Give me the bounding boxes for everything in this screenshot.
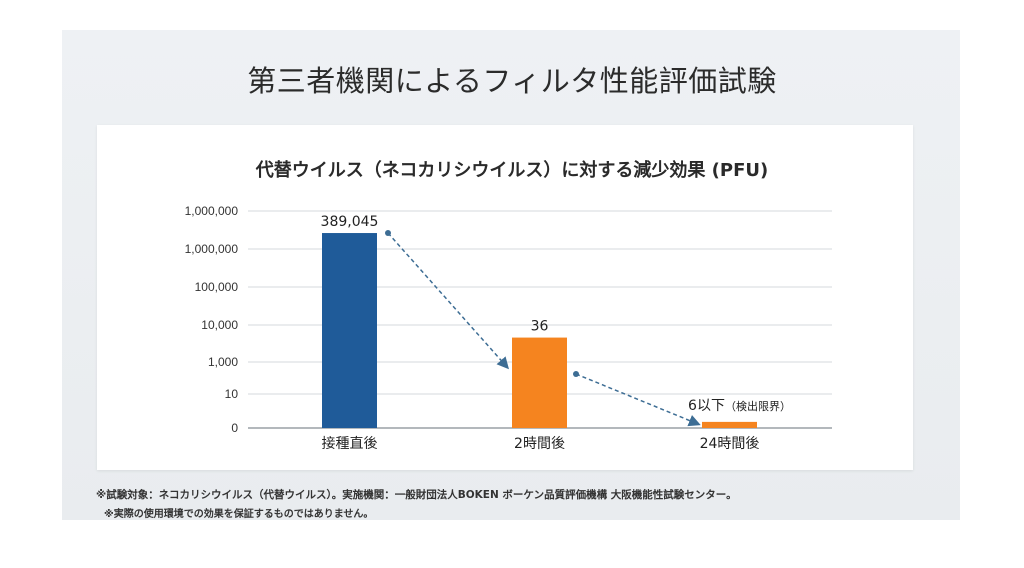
y-tick-label: 10,000: [201, 318, 238, 332]
trend-arrow: [387, 232, 509, 370]
chart-card: [97, 125, 913, 470]
y-tick-label: 1,000,000: [185, 204, 239, 218]
footnote-disclaimer: ※実際の使用環境での効果を保証するものではありません。: [104, 509, 374, 520]
data-label: 6以下（検出限界）: [688, 398, 791, 414]
data-label-note: （検出限界）: [725, 399, 791, 413]
y-tick-label: 10: [225, 387, 239, 401]
bar-2: [512, 337, 567, 428]
footnote-source: ※試験対象：ネコカリシウイルス（代替ウイルス）。実施機関：一般財団法人BOKEN…: [96, 489, 737, 501]
bar-3: [702, 421, 757, 428]
page-title: 第三者機関によるフィルタ性能評価試験: [247, 64, 777, 98]
x-category-label: 24時間後: [700, 436, 760, 452]
x-category-label: 2時間後: [514, 436, 565, 452]
data-label: 36: [531, 319, 549, 335]
data-label: 389,045: [321, 214, 379, 230]
y-tick-label: 1,000: [208, 355, 238, 369]
chart-title: 代替ウイルス（ネコカリシウイルス）に対する減少効果 (PFU): [255, 160, 769, 181]
y-tick-label: 1,000,000: [185, 242, 239, 256]
y-tick-label: 0: [231, 421, 238, 435]
trend-arrow: [575, 373, 701, 427]
x-category-label: 接種直後: [322, 435, 378, 452]
bar-1: [322, 233, 377, 428]
y-tick-label: 100,000: [195, 280, 239, 294]
